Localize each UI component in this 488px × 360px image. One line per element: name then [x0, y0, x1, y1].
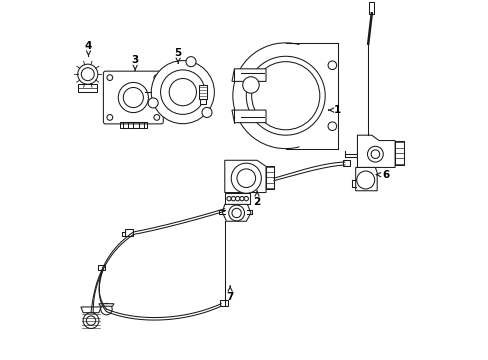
- Text: 7: 7: [226, 286, 233, 302]
- Circle shape: [231, 163, 261, 193]
- Circle shape: [244, 197, 248, 201]
- Circle shape: [101, 303, 112, 315]
- Polygon shape: [357, 135, 394, 167]
- Circle shape: [235, 197, 239, 201]
- Circle shape: [118, 82, 148, 113]
- Text: 5: 5: [174, 48, 182, 63]
- Circle shape: [226, 197, 231, 201]
- Polygon shape: [231, 110, 265, 123]
- Circle shape: [78, 64, 98, 84]
- Bar: [98, 265, 104, 270]
- Circle shape: [231, 197, 235, 201]
- Polygon shape: [222, 204, 250, 221]
- Text: 6: 6: [376, 170, 389, 180]
- FancyBboxPatch shape: [103, 71, 163, 124]
- Bar: [265, 166, 274, 189]
- Bar: [394, 140, 404, 165]
- Circle shape: [148, 98, 158, 108]
- Bar: [104, 306, 110, 312]
- Text: 3: 3: [131, 55, 139, 71]
- Circle shape: [83, 313, 99, 328]
- Circle shape: [151, 60, 214, 124]
- Text: 4: 4: [84, 41, 92, 56]
- Bar: [78, 84, 97, 92]
- Polygon shape: [99, 304, 114, 306]
- Bar: [120, 122, 147, 128]
- Bar: [220, 300, 227, 306]
- Polygon shape: [355, 167, 376, 191]
- Bar: [200, 99, 205, 104]
- Circle shape: [239, 197, 244, 201]
- Bar: [224, 193, 249, 204]
- Circle shape: [202, 107, 212, 117]
- Bar: [125, 229, 133, 235]
- Circle shape: [228, 205, 244, 221]
- Polygon shape: [81, 307, 101, 313]
- Polygon shape: [231, 69, 265, 81]
- Bar: [343, 160, 349, 166]
- Circle shape: [160, 70, 204, 114]
- Text: 1: 1: [328, 105, 341, 115]
- Circle shape: [246, 56, 325, 135]
- Circle shape: [242, 77, 259, 93]
- Text: 2: 2: [253, 191, 260, 207]
- Circle shape: [185, 57, 196, 67]
- Polygon shape: [224, 160, 265, 193]
- Polygon shape: [368, 3, 373, 14]
- Polygon shape: [198, 85, 206, 99]
